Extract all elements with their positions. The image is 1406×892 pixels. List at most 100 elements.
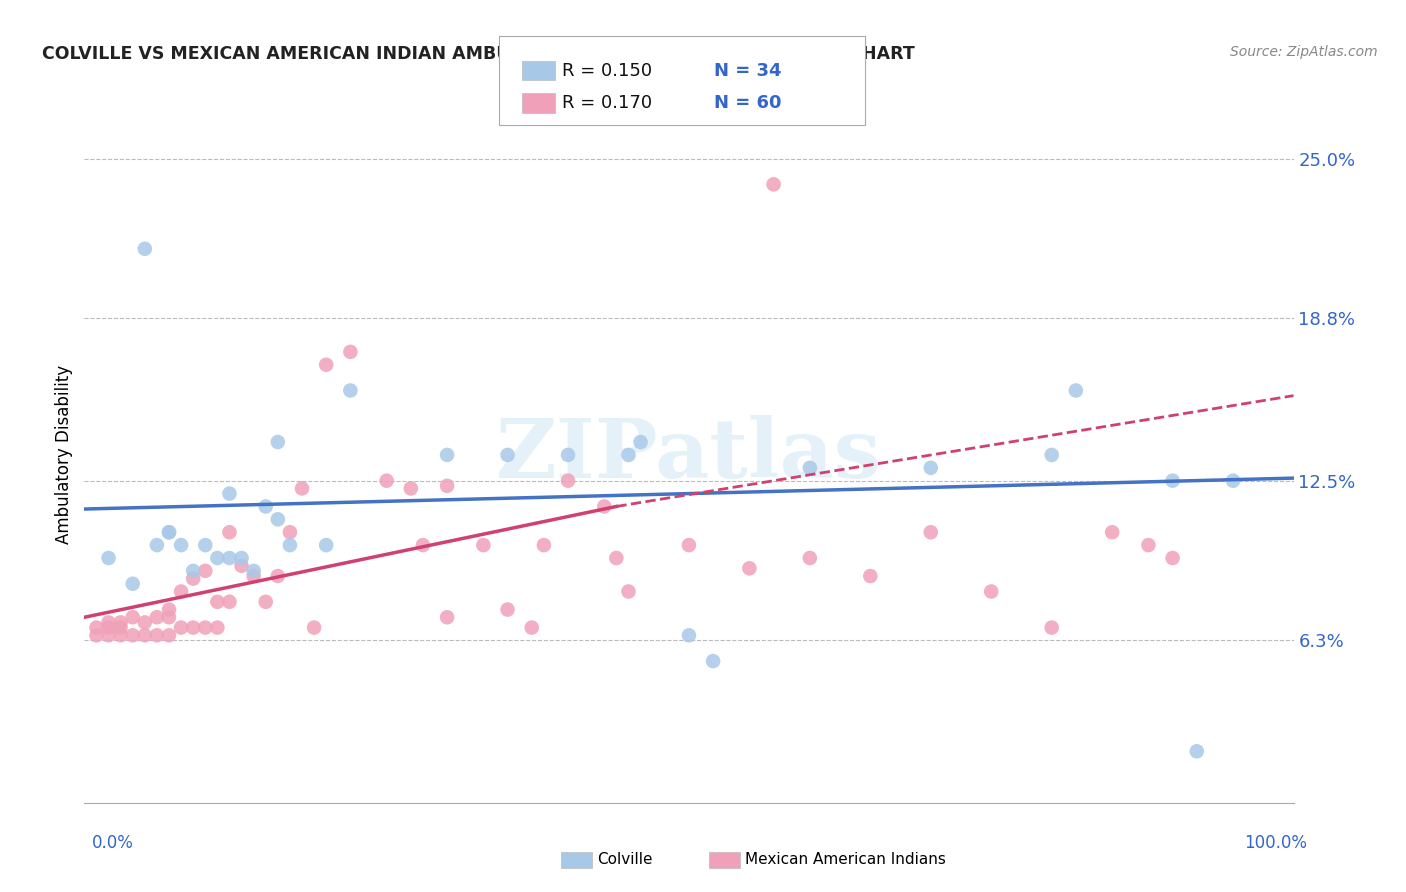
Point [242, 569, 264, 583]
Point [557, 474, 579, 488]
Point [412, 538, 434, 552]
Point [157, 525, 180, 540]
Point [1064, 384, 1087, 398]
Point [762, 178, 785, 192]
Point [207, 621, 229, 635]
Text: Source: ZipAtlas.com: Source: ZipAtlas.com [1230, 45, 1378, 59]
Text: 0.0%: 0.0% [91, 834, 134, 852]
Point [242, 564, 264, 578]
Point [496, 602, 519, 616]
Point [1222, 474, 1244, 488]
Y-axis label: Ambulatory Disability: Ambulatory Disability [55, 366, 73, 544]
Point [181, 572, 204, 586]
Point [134, 615, 156, 630]
Point [702, 654, 724, 668]
Point [218, 525, 240, 540]
Point [1040, 448, 1063, 462]
Point [218, 595, 240, 609]
Text: N = 60: N = 60 [714, 94, 782, 112]
Point [339, 344, 361, 359]
Point [630, 435, 652, 450]
Point [121, 576, 143, 591]
Point [1137, 538, 1160, 552]
Point [557, 448, 579, 462]
Point [1161, 551, 1184, 566]
Point [194, 538, 217, 552]
Point [157, 602, 180, 616]
Point [86, 621, 108, 635]
Point [399, 482, 422, 496]
Point [278, 538, 301, 552]
Point [593, 500, 616, 514]
Point [231, 551, 253, 566]
Point [157, 610, 180, 624]
Point [218, 551, 240, 566]
Point [146, 628, 169, 642]
Point [678, 538, 700, 552]
Point [121, 610, 143, 624]
Point [520, 621, 543, 635]
Point [194, 564, 217, 578]
Point [738, 561, 761, 575]
Point [97, 551, 120, 566]
Point [97, 628, 120, 642]
Point [146, 610, 169, 624]
Point [617, 448, 640, 462]
Point [97, 615, 120, 630]
Point [170, 621, 193, 635]
Point [1185, 744, 1208, 758]
Text: R = 0.170: R = 0.170 [562, 94, 652, 112]
Point [920, 460, 942, 475]
Point [170, 538, 193, 552]
Point [97, 621, 120, 635]
Point [920, 525, 942, 540]
Point [799, 460, 821, 475]
Point [278, 525, 301, 540]
Point [472, 538, 495, 552]
Text: COLVILLE VS MEXICAN AMERICAN INDIAN AMBULATORY DISABILITY CORRELATION CHART: COLVILLE VS MEXICAN AMERICAN INDIAN AMBU… [42, 45, 915, 62]
Point [110, 628, 132, 642]
Point [121, 628, 143, 642]
Point [110, 615, 132, 630]
Point [799, 551, 821, 566]
Point [267, 569, 290, 583]
Point [110, 621, 132, 635]
Point [436, 610, 458, 624]
Point [207, 595, 229, 609]
Point [231, 558, 253, 573]
Text: Mexican American Indians: Mexican American Indians [745, 853, 946, 867]
Text: 100.0%: 100.0% [1244, 834, 1308, 852]
Point [605, 551, 627, 566]
Point [134, 242, 156, 256]
Point [254, 595, 277, 609]
Point [181, 564, 204, 578]
Point [1161, 474, 1184, 488]
Point [315, 538, 337, 552]
Text: Colville: Colville [598, 853, 652, 867]
Point [86, 628, 108, 642]
Point [181, 621, 204, 635]
Point [496, 448, 519, 462]
Point [617, 584, 640, 599]
Point [218, 486, 240, 500]
Point [980, 584, 1002, 599]
Point [315, 358, 337, 372]
Point [1101, 525, 1123, 540]
Point [146, 538, 169, 552]
Point [302, 621, 325, 635]
Point [375, 474, 398, 488]
Point [339, 384, 361, 398]
Point [207, 551, 229, 566]
Point [436, 479, 458, 493]
Point [157, 525, 180, 540]
Point [254, 500, 277, 514]
Point [134, 628, 156, 642]
Point [1040, 621, 1063, 635]
Text: R = 0.150: R = 0.150 [562, 62, 652, 79]
Point [267, 435, 290, 450]
Point [170, 584, 193, 599]
Point [291, 482, 314, 496]
Point [157, 628, 180, 642]
Point [533, 538, 555, 552]
Point [267, 512, 290, 526]
